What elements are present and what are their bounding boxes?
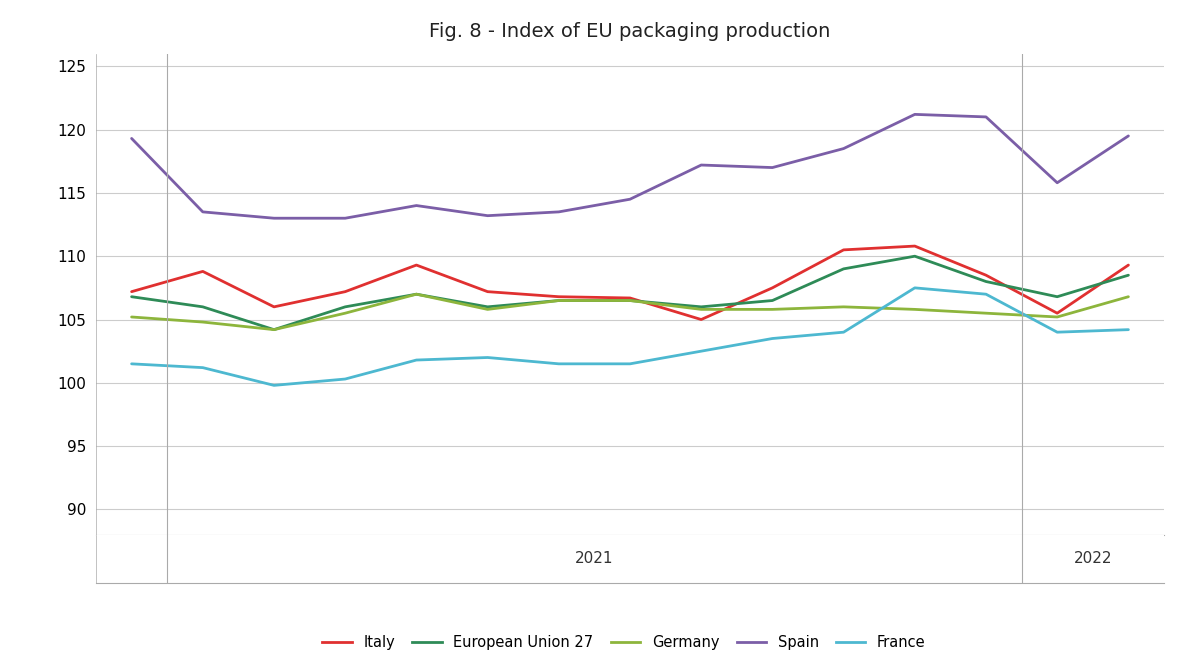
Text: 2022: 2022 xyxy=(1074,551,1112,566)
Legend: Italy, European Union 27, Germany, Spain, France: Italy, European Union 27, Germany, Spain… xyxy=(317,629,931,656)
Text: 2021: 2021 xyxy=(575,551,613,566)
Title: Fig. 8 - Index of EU packaging production: Fig. 8 - Index of EU packaging productio… xyxy=(430,22,830,41)
